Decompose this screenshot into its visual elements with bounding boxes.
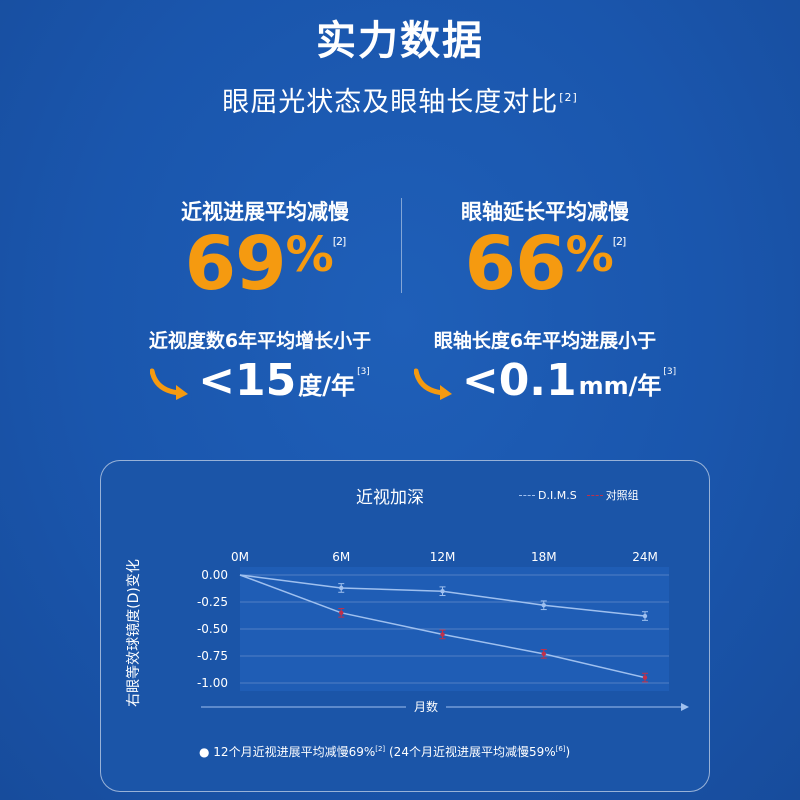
x-axis-label: 月数	[414, 699, 438, 714]
sub-stat-unit: 度/年	[298, 372, 356, 400]
curved-arrow-icon	[413, 368, 452, 400]
stat-value: 66%[2]	[380, 225, 710, 304]
stat-label: 眼轴延长平均减慢	[461, 200, 629, 224]
chart-legend: D.I.M.S 对照组	[519, 487, 649, 503]
chart-panel: 近视加深 D.I.M.S 对照组 右眼等效球镜度(D)变化 0.00 -0.25-…	[100, 460, 710, 792]
stat-axial-length: 眼轴延长平均减慢 66%[2]	[380, 196, 710, 304]
y-tick-label: -0.75	[197, 649, 228, 663]
chart-footnote: ● 12个月近视进展平均减慢69%[2] (24个月近视进展平均减慢59%[6]…	[199, 743, 570, 760]
data-point	[440, 589, 445, 594]
subtitle-text: 眼屈光状态及眼轴长度对比	[222, 87, 559, 118]
curved-arrow-icon	[150, 368, 189, 400]
footnote-ref: [2]	[375, 745, 386, 753]
sub-stat-unit: mm/年	[578, 372, 662, 400]
data-point	[541, 603, 546, 608]
sub-stat-ref: [3]	[663, 367, 677, 377]
stat-percent: %	[565, 227, 614, 283]
stat-ref: [2]	[612, 235, 627, 248]
sub-stat-value: <0.1	[461, 355, 577, 406]
footnote-close: )	[565, 745, 571, 759]
sub-stat-diopter: 近视度数6年平均增长小于 <15 度/年 [3]	[80, 326, 440, 403]
footnote-extra-ref: [6]	[555, 745, 566, 753]
y-tick-label: 0.00	[201, 568, 228, 582]
subtitle-ref: [2]	[559, 91, 578, 104]
stat-ref: [2]	[332, 235, 347, 248]
legend-item-dims: D.I.M.S	[519, 489, 577, 502]
x-tick-label: 6M	[332, 550, 350, 564]
stat-number: 66	[464, 221, 567, 307]
sub-stat-axial: 眼轴长度6年平均进展小于 <0.1 mm/年 [3]	[365, 326, 725, 403]
sub-stat-row: <0.1 mm/年 [3]	[365, 359, 725, 403]
data-point	[339, 610, 344, 615]
data-point	[440, 632, 445, 637]
x-tick-label: 24M	[632, 550, 658, 564]
page-subtitle: 眼屈光状态及眼轴长度对比[2]	[0, 80, 800, 119]
stat-percent: %	[285, 227, 334, 283]
stat-number: 69	[184, 221, 287, 307]
legend-label-control: 对照组	[605, 489, 639, 502]
x-axis-arrowhead	[681, 703, 689, 711]
bullet-dot: ●	[199, 745, 214, 759]
data-point	[642, 613, 648, 619]
legend-item-control: 对照组	[586, 487, 639, 503]
x-tick-label: 0M	[231, 550, 249, 564]
x-tick-label: 18M	[531, 550, 557, 564]
stat-divider	[401, 198, 402, 293]
data-point	[339, 585, 344, 591]
sub-stat-label: 眼轴长度6年平均进展小于	[433, 330, 657, 352]
legend-swatch-control	[586, 494, 603, 496]
y-tick-label: -0.25	[197, 595, 228, 609]
plot-area	[240, 567, 669, 691]
chart-title: 近视加深	[356, 488, 424, 508]
stat-label: 近视进展平均减慢	[181, 200, 349, 224]
data-point	[541, 651, 546, 657]
legend-swatch-dims	[519, 494, 535, 496]
sub-stat-ref: [3]	[357, 367, 370, 377]
stat-myopia-progress: 近视进展平均减慢 69%[2]	[100, 196, 430, 304]
page-title: 实力数据	[316, 18, 484, 64]
sub-stat-label: 近视度数6年平均增长小于	[148, 330, 372, 352]
stat-value: 69%[2]	[100, 225, 430, 304]
legend-label-dims: D.I.M.S	[538, 488, 577, 502]
data-point	[642, 675, 648, 680]
y-tick-label: -1.00	[197, 676, 228, 690]
x-tick-label: 12M	[430, 550, 456, 564]
footnote-extra: (24个月近视进展平均减慢59%	[389, 745, 556, 759]
sub-stat-row: <15 度/年 [3]	[80, 359, 440, 403]
y-tick-label: -0.50	[197, 622, 228, 636]
footnote-text: 12个月近视进展平均减慢69%	[213, 745, 376, 759]
line-chart: 0.00 -0.25 -0.50 -0.75 -1.00 0M 6M 12M 18M 24M 月数	[197, 550, 689, 714]
sub-stat-value: <15	[198, 355, 297, 406]
